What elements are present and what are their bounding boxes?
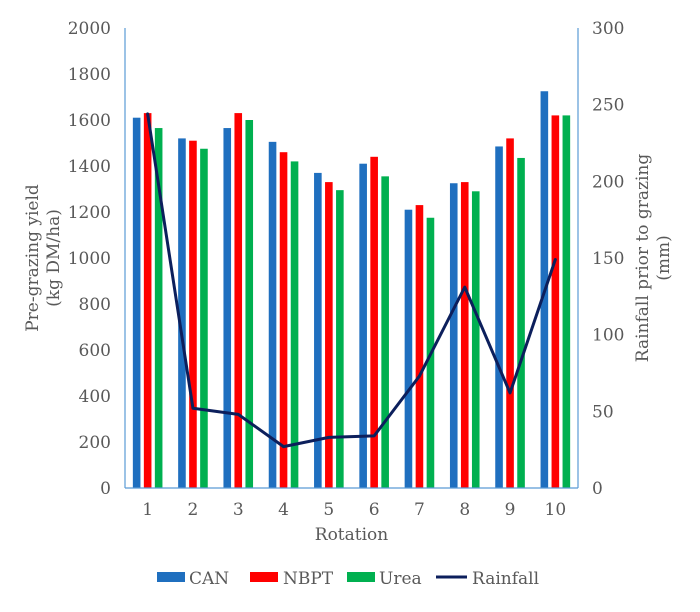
y2-tick-label: 100 <box>592 326 624 346</box>
y-axis-title: Pre-grazing yield(kg DM/ha) <box>23 184 64 332</box>
bar-nbpt-rotation-5 <box>325 182 333 488</box>
bar-urea-rotation-8 <box>472 191 480 488</box>
y-axis-title-line: Pre-grazing yield <box>23 184 43 332</box>
x-tick-label: 6 <box>369 500 380 520</box>
bar-urea-rotation-5 <box>336 190 344 488</box>
legend-label-nbpt: NBPT <box>283 569 334 589</box>
legend-swatch-can <box>157 572 185 582</box>
y-tick-label: 1200 <box>68 203 111 223</box>
bar-urea-rotation-4 <box>291 161 299 488</box>
axis-titles-layer: Rotation Pre-grazing yield(kg DM/ha) Rainf… <box>23 154 674 545</box>
rainfall-line-layer <box>148 114 556 447</box>
bar-nbpt-rotation-3 <box>234 113 242 488</box>
bar-urea-rotation-9 <box>517 158 525 488</box>
x-tick-label: 4 <box>278 500 289 520</box>
bar-urea-rotation-3 <box>245 120 253 488</box>
bar-urea-rotation-10 <box>563 115 571 488</box>
rainfall-line <box>148 114 556 447</box>
bar-nbpt-rotation-7 <box>416 205 424 488</box>
x-axis-title: Rotation <box>315 525 389 545</box>
y2-tick-label: 50 <box>592 402 614 422</box>
y-tick-label: 1000 <box>68 249 111 269</box>
y-tick-label: 800 <box>79 295 111 315</box>
x-tick-label: 10 <box>545 500 567 520</box>
bar-can-rotation-6 <box>359 164 367 488</box>
bar-can-rotation-3 <box>223 128 231 488</box>
x-tick-label: 8 <box>459 500 470 520</box>
y2-tick-label: 300 <box>592 19 624 39</box>
x-tick-label: 9 <box>505 500 516 520</box>
bar-nbpt-rotation-1 <box>144 113 152 488</box>
x-tick-label: 7 <box>414 500 425 520</box>
y-tick-label: 1800 <box>68 65 111 85</box>
legend-label-rainfall: Rainfall <box>472 569 539 589</box>
bar-nbpt-rotation-9 <box>506 138 514 488</box>
bar-nbpt-rotation-2 <box>189 141 197 488</box>
y-tick-label: 1400 <box>68 157 111 177</box>
x-tick-label: 1 <box>142 500 153 520</box>
bar-can-rotation-7 <box>405 210 413 488</box>
y2-axis-title-line: (mm) <box>654 235 674 281</box>
legend-swatch-nbpt <box>250 572 278 582</box>
y-tick-label: 0 <box>100 479 111 499</box>
bar-can-rotation-1 <box>133 118 141 488</box>
y-tick-label: 2000 <box>68 19 111 39</box>
y2-tick-label: 200 <box>592 172 624 192</box>
y2-axis-title: Rainfall prior to grazing(mm) <box>633 154 674 363</box>
legend-label-can: CAN <box>189 569 229 589</box>
y-tick-label: 600 <box>79 341 111 361</box>
legend-swatch-urea <box>347 572 375 582</box>
bars-layer <box>133 91 570 488</box>
legend-label-urea: Urea <box>379 569 422 589</box>
x-tick-label: 2 <box>188 500 199 520</box>
y2-tick-label: 250 <box>592 96 624 116</box>
x-tick-label: 5 <box>323 500 334 520</box>
y-tick-label: 200 <box>79 433 111 453</box>
bar-can-rotation-8 <box>450 183 458 488</box>
y-tick-label: 1600 <box>68 111 111 131</box>
y2-tick-label: 0 <box>592 479 603 499</box>
y-axis-title-line: (kg DM/ha) <box>44 209 64 307</box>
bar-nbpt-rotation-10 <box>552 115 560 488</box>
bar-can-rotation-9 <box>495 146 503 488</box>
bar-nbpt-rotation-4 <box>280 152 288 488</box>
y2-tick-label: 150 <box>592 249 624 269</box>
bar-nbpt-rotation-8 <box>461 182 469 488</box>
y2-axis-title-line: Rainfall prior to grazing <box>633 154 653 363</box>
legend: CAN NBPT Urea Rainfall <box>157 569 539 589</box>
bar-nbpt-rotation-6 <box>370 157 378 488</box>
bar-urea-rotation-6 <box>381 176 389 488</box>
x-tick-label: 3 <box>233 500 244 520</box>
bar-urea-rotation-2 <box>200 149 208 488</box>
y-tick-label: 400 <box>79 387 111 407</box>
